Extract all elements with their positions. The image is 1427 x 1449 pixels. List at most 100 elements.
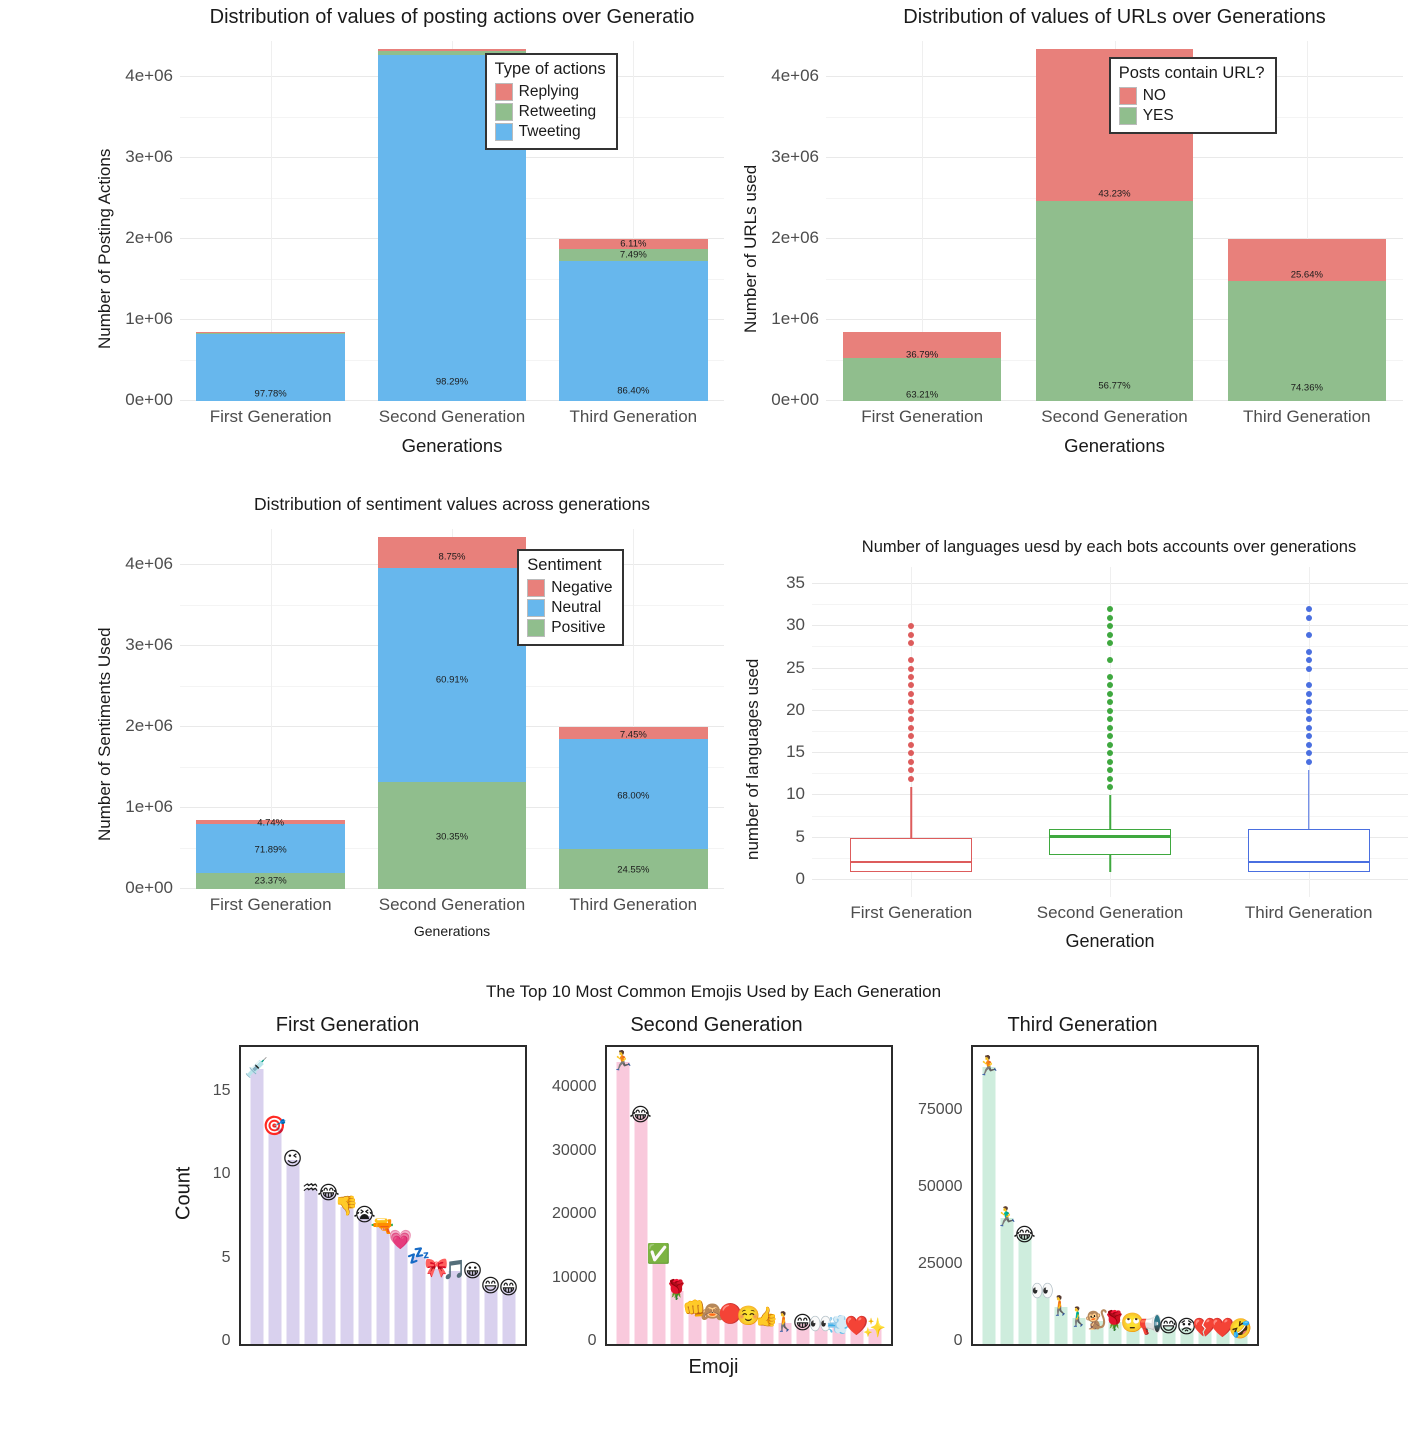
outlier-dot [908, 657, 915, 664]
emoji-bar-fill [430, 1268, 443, 1344]
emoji-glyph: 🏃‍♂️ [994, 1205, 1019, 1228]
emoji-glyph: 🙈 [700, 1300, 725, 1323]
emoji-bar: 🚶 [1048, 1047, 1073, 1344]
emoji-bar: ♒ [302, 1047, 320, 1344]
outlier-dot [1107, 784, 1113, 790]
emoji-panel-body: Count 0 5 10 15 💉 🎯 😉 ♒ 😂 👎 😭 🔫 💗 💤 🎀 🎵 😀 😄 😁 [169, 1045, 527, 1349]
boxplot-median [850, 860, 973, 864]
outlier-dot [1107, 707, 1113, 714]
emoji-plot-box: 🏃 😂 ✅ 🌹 👊 🙈 🔴 ☺️ 👍 🚶 😁 👀 💨 ❤️ ✨ [604, 1045, 893, 1346]
bar-segment [558, 249, 708, 262]
outlier-dot [908, 631, 915, 638]
percent-label: 43.23% [1098, 188, 1131, 200]
y-tick-label: 3e+06 [125, 147, 173, 167]
y-tick-label: 4e+06 [771, 66, 819, 86]
emoji-bar-fill [1000, 1217, 1013, 1344]
percent-label: 23.37% [254, 875, 287, 887]
outlier-dot [1305, 707, 1312, 714]
boxplot-whisker [910, 787, 913, 872]
emoji-bar: 💨 [827, 1047, 850, 1344]
emoji-bar-fill [706, 1312, 719, 1344]
emoji-bar: 💔 [1193, 1047, 1216, 1344]
percent-label: 71.89% [254, 844, 287, 856]
y-axis-label: Number of Posting Actions [95, 148, 114, 350]
outlier-dot [1305, 716, 1312, 723]
outlier-dot [1305, 631, 1312, 638]
emoji-bar-fill [652, 1255, 665, 1344]
emoji-glyph: 🔫 [370, 1215, 395, 1238]
legend-entry-label: Positive [551, 619, 606, 636]
emoji-y-axis-label: Count [172, 1166, 194, 1221]
legend-swatch [527, 579, 546, 597]
emoji-bar-fill [688, 1310, 701, 1344]
outlier-dot [1107, 767, 1113, 774]
emoji-glyph: 😄 [480, 1275, 501, 1298]
emoji-plot-box: 🏃 🏃‍♂️ 😂 👀 🚶 🚶‍♂️ 🐒 🌹 🙄 📢 😅 😟 💔 ❤️ 🤣 [970, 1045, 1259, 1346]
emoji-bar-fill [850, 1326, 863, 1344]
emoji-y-tick-label: 75000 [918, 1101, 963, 1119]
emoji-bar: 💉 [245, 1047, 268, 1344]
plot-column: 97.78% 98.29% 86.40% 7.49% 6.11% Type of acti… [180, 41, 724, 457]
bar-segment [558, 239, 708, 250]
legend: Posts contain URL? NO YES [1108, 57, 1277, 134]
emoji-glyph: 🚶‍♂️ [1066, 1305, 1091, 1328]
percent-label: 30.35% [435, 831, 469, 843]
y-tick-label: 2e+06 [125, 228, 173, 248]
emoji-bar-fill [1054, 1307, 1067, 1344]
emoji-glyph: ❤️ [844, 1314, 869, 1337]
grid-line-vertical [1308, 567, 1310, 897]
legend-entry-label: Negative [551, 579, 613, 596]
percent-label: 7.45% [619, 729, 647, 741]
y-axis-label: Number of Sentiments Used [95, 627, 114, 841]
percent-label: 25.64% [1290, 269, 1323, 281]
emoji-bar-fill [502, 1288, 515, 1344]
emoji-glyph: 🚶 [1048, 1295, 1073, 1318]
bar-segment [196, 823, 345, 873]
bar-segment [377, 537, 527, 568]
emoji-bar: 💗 [389, 1047, 412, 1344]
grid-line-vertical [911, 567, 913, 897]
plot-region: 23.37% 71.89% 4.74% 30.35% 60.91% 8.75% 24.55%… [180, 529, 724, 889]
outlier-dot [908, 724, 915, 731]
percent-label: 60.91% [435, 674, 469, 686]
outlier-dot [1107, 733, 1113, 740]
bar-segment [196, 820, 345, 824]
emoji-glyph: 🎀 [424, 1256, 449, 1279]
emoji-bar-fill [670, 1291, 683, 1344]
emoji-glyph: 🏃 [976, 1055, 1001, 1078]
emoji-bar-fill [1216, 1328, 1229, 1344]
outlier-dot [908, 699, 915, 706]
emoji-bar-fill [724, 1314, 737, 1344]
outlier-dot [908, 758, 915, 765]
bar-segment [1227, 280, 1386, 401]
y-tick-label: 2e+06 [771, 228, 819, 248]
x-tick-label: First Generation [209, 895, 332, 914]
x-tick-label: Third Generation [569, 895, 698, 914]
emoji-bar: 😉 [283, 1047, 302, 1344]
bar-segment [1227, 239, 1386, 281]
grid-line-vertical [1306, 41, 1308, 401]
outlier-dot [1305, 699, 1312, 706]
stacked-bar [196, 529, 345, 889]
emoji-y-tick-label: 25000 [918, 1255, 963, 1273]
legend-swatch [527, 599, 546, 617]
bar-segment [377, 567, 527, 783]
stacked-bar [196, 41, 345, 401]
percent-label: 97.78% [254, 388, 287, 400]
x-axis-label: Generations [413, 923, 491, 939]
emoji-bar: 🏃‍♂️ [994, 1047, 1019, 1344]
chart-languages-boxplot: Number of languages uesd by each bots ac… [740, 538, 1408, 952]
outlier-dot [1107, 606, 1113, 613]
emoji-glyph: 🎯 [262, 1115, 287, 1138]
legend-entry: Neutral [527, 599, 612, 617]
plot-column: 23.37% 71.89% 4.74% 30.35% 60.91% 8.75% 24.55%… [180, 529, 724, 939]
y-tick-column: 0 5 10 15 20 25 30 35 [766, 567, 812, 897]
grid-line-vertical [1110, 567, 1111, 897]
emoji-bar: 😂 [629, 1047, 652, 1344]
y-tick-label: 20 [786, 699, 805, 719]
outlier-dot [908, 750, 915, 757]
outlier-dot [1107, 750, 1113, 757]
emoji-bar-fill [466, 1272, 479, 1344]
y-tick-label: 15 [786, 742, 805, 762]
legend-entry-label: YES [1142, 107, 1174, 124]
